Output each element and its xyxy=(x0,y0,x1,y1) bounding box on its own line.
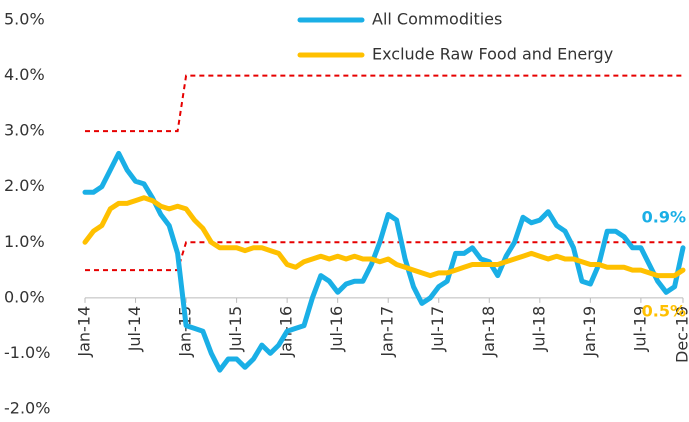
y-tick-label: 4.0% xyxy=(4,65,45,84)
x-tick-label: Jul-19 xyxy=(630,306,649,352)
end-label: 0.9% xyxy=(642,207,686,226)
x-tick-label: Jan-14 xyxy=(75,306,94,358)
y-tick-label: 5.0% xyxy=(4,10,45,29)
series-line xyxy=(82,150,686,373)
x-tick-label: Jul-16 xyxy=(327,306,346,352)
x-tick-label: Jan-19 xyxy=(580,306,599,358)
y-tick-label: 0.0% xyxy=(4,287,45,306)
y-tick-label: 1.0% xyxy=(4,232,45,251)
x-tick-label: Jul-15 xyxy=(226,306,245,352)
end-label: 0.5% xyxy=(642,302,686,321)
legend-label: Exclude Raw Food and Energy xyxy=(372,45,613,64)
x-tick-label: Jan-18 xyxy=(479,306,498,358)
reference-line xyxy=(85,74,683,133)
y-tick-label: -2.0% xyxy=(4,399,50,418)
reference-line xyxy=(85,241,683,272)
y-tick-label: 2.0% xyxy=(4,176,45,195)
x-tick-label: Jul-18 xyxy=(529,306,548,352)
series-line xyxy=(82,195,686,279)
x-tick-label: Jan-15 xyxy=(176,306,195,358)
x-tick-label: Jul-14 xyxy=(125,306,144,352)
legend-label: All Commodities xyxy=(372,10,502,29)
y-tick-label: 3.0% xyxy=(4,121,45,140)
x-tick-label: Jul-17 xyxy=(428,306,447,352)
x-tick-label: Jan-17 xyxy=(378,306,397,358)
x-tick-label: Dec-19 xyxy=(673,306,689,363)
y-tick-label: -1.0% xyxy=(4,343,50,362)
